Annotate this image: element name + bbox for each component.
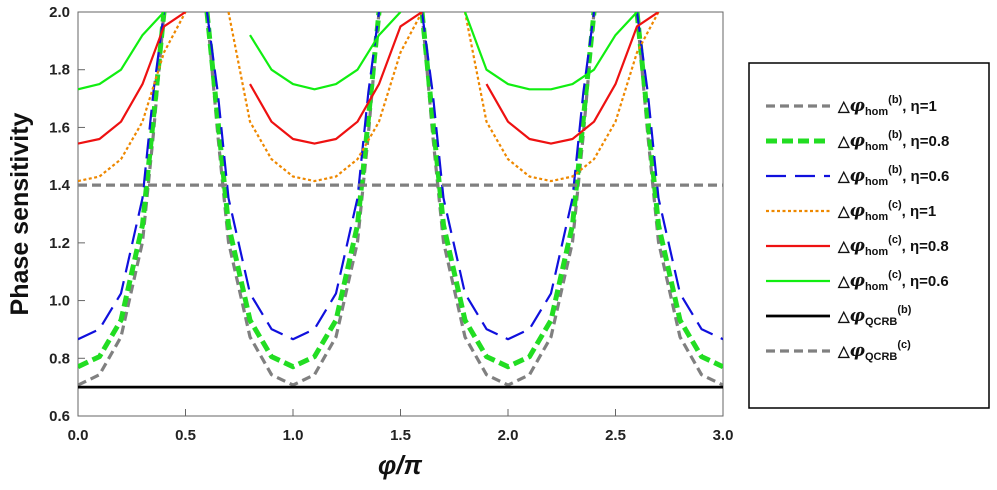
y-axis-title: Phase sensitivity xyxy=(6,112,34,315)
legend-label: △φQCRB(b) xyxy=(837,304,912,328)
x-tick-label: 1.0 xyxy=(283,427,304,444)
legend-label: △φhom(c), η=0.8 xyxy=(837,234,949,258)
legend-label: △φQCRB(c) xyxy=(837,339,911,363)
y-tick-label: 0.6 xyxy=(49,408,70,425)
x-tick-label: 0.5 xyxy=(175,427,196,444)
x-axis-title: φ/π xyxy=(378,450,423,480)
series-line-2 xyxy=(78,12,723,370)
x-tick-label: 3.0 xyxy=(713,427,734,444)
y-tick-label: 2.0 xyxy=(49,4,70,21)
plot-area-frame xyxy=(77,11,724,417)
series-line-4 xyxy=(78,12,660,183)
y-tick-label: 1.8 xyxy=(49,62,70,79)
x-axis-ticks: 0.0 0.5 1.0 1.5 2.0 2.5 3.0 xyxy=(68,409,734,444)
y-tick-label: 1.4 xyxy=(49,177,71,194)
legend-label: △φhom(c), η=0.6 xyxy=(837,269,949,293)
legend-label: △φhom(b), η=0.8 xyxy=(837,129,949,153)
x-tick-label: 0.0 xyxy=(68,427,89,444)
y-tick-label: 1.6 xyxy=(49,119,70,136)
series-layer xyxy=(78,12,723,389)
y-axis-ticks: 0.6 0.8 1.0 1.2 1.4 1.6 1.8 2.0 xyxy=(49,4,85,425)
y-tick-label: 1.2 xyxy=(49,235,70,252)
y-tick-label: 0.8 xyxy=(49,350,70,367)
series-line-5 xyxy=(78,12,660,145)
x-tick-label: 2.5 xyxy=(605,427,626,444)
legend: △φhom(b), η=1 △φhom(b), η=0.8 △φhom(b), η=… xyxy=(766,94,949,363)
legend-label: △φhom(b), η=1 xyxy=(837,94,937,118)
series-line-3 xyxy=(78,12,723,341)
legend-label: △φhom(b), η=0.6 xyxy=(837,164,949,188)
x-tick-label: 1.5 xyxy=(390,427,411,444)
legend-label: △φhom(c), η=1 xyxy=(837,199,936,223)
series-line-6 xyxy=(78,12,638,91)
series-line-1 xyxy=(78,12,723,387)
x-tick-label: 2.0 xyxy=(498,427,519,444)
y-tick-label: 1.0 xyxy=(49,293,70,310)
